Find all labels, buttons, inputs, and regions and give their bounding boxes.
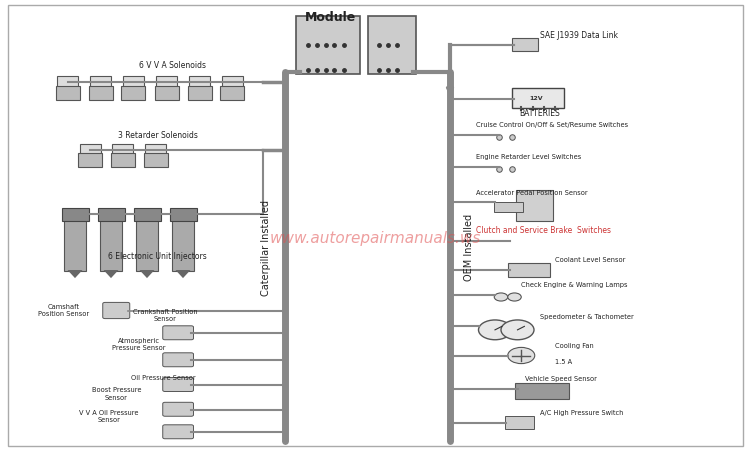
FancyBboxPatch shape	[64, 215, 86, 271]
Text: Cooling Fan: Cooling Fan	[555, 343, 594, 349]
FancyBboxPatch shape	[88, 86, 112, 100]
FancyBboxPatch shape	[163, 353, 194, 367]
FancyBboxPatch shape	[508, 263, 550, 277]
FancyBboxPatch shape	[222, 76, 243, 89]
FancyBboxPatch shape	[144, 153, 168, 166]
FancyBboxPatch shape	[122, 86, 146, 100]
Circle shape	[494, 293, 508, 301]
Text: Atmospheric
Pressure Sensor: Atmospheric Pressure Sensor	[112, 338, 166, 351]
Text: 3 Retarder Solenoids: 3 Retarder Solenoids	[118, 130, 197, 140]
FancyBboxPatch shape	[100, 215, 122, 271]
Text: www.autorepairmanuals.ws: www.autorepairmanuals.ws	[269, 231, 481, 246]
FancyBboxPatch shape	[172, 215, 194, 271]
Text: Check Engine & Warning Lamps: Check Engine & Warning Lamps	[521, 282, 628, 288]
FancyBboxPatch shape	[170, 208, 196, 221]
FancyBboxPatch shape	[146, 144, 166, 156]
FancyBboxPatch shape	[98, 208, 124, 221]
FancyBboxPatch shape	[90, 76, 111, 89]
Text: Camshaft
Position Sensor: Camshaft Position Sensor	[38, 304, 89, 317]
Polygon shape	[104, 270, 118, 278]
Polygon shape	[140, 270, 154, 278]
FancyBboxPatch shape	[163, 425, 194, 439]
FancyBboxPatch shape	[62, 208, 88, 221]
Circle shape	[508, 347, 535, 364]
Text: Caterpillar Installed: Caterpillar Installed	[261, 199, 272, 296]
FancyBboxPatch shape	[505, 416, 534, 429]
Text: Speedometer & Tachometer: Speedometer & Tachometer	[540, 314, 634, 320]
FancyBboxPatch shape	[163, 378, 194, 392]
FancyBboxPatch shape	[512, 88, 564, 108]
FancyBboxPatch shape	[111, 153, 135, 166]
FancyBboxPatch shape	[103, 302, 130, 319]
Text: Cruise Control On/Off & Set/Resume Switches: Cruise Control On/Off & Set/Resume Switc…	[476, 122, 628, 128]
FancyBboxPatch shape	[494, 202, 523, 212]
Polygon shape	[68, 270, 82, 278]
FancyBboxPatch shape	[515, 382, 568, 399]
FancyBboxPatch shape	[136, 215, 158, 271]
Text: Module: Module	[304, 11, 355, 24]
Text: A/C High Pressure Switch: A/C High Pressure Switch	[540, 410, 623, 416]
Text: OEM Installed: OEM Installed	[464, 214, 474, 281]
Text: 6 Electronic Unit Injectors: 6 Electronic Unit Injectors	[108, 252, 207, 261]
FancyBboxPatch shape	[154, 86, 178, 100]
Circle shape	[501, 320, 534, 340]
Text: Engine Retarder Level Switches: Engine Retarder Level Switches	[476, 154, 581, 160]
Text: Clutch and Service Brake  Switches: Clutch and Service Brake Switches	[476, 226, 611, 235]
FancyBboxPatch shape	[123, 76, 144, 89]
FancyBboxPatch shape	[516, 190, 553, 221]
FancyBboxPatch shape	[296, 16, 360, 74]
FancyBboxPatch shape	[134, 208, 160, 221]
Text: Coolant Level Sensor: Coolant Level Sensor	[555, 257, 626, 263]
Text: 6 V V A Solenoids: 6 V V A Solenoids	[139, 61, 206, 70]
FancyBboxPatch shape	[189, 76, 210, 89]
Text: SAE J1939 Data Link: SAE J1939 Data Link	[540, 32, 618, 40]
FancyBboxPatch shape	[80, 144, 100, 156]
Text: 12V: 12V	[530, 95, 543, 101]
Text: BATTERIES: BATTERIES	[520, 109, 560, 118]
FancyBboxPatch shape	[156, 76, 177, 89]
FancyBboxPatch shape	[368, 16, 416, 74]
FancyBboxPatch shape	[163, 326, 194, 340]
Text: V V A Oil Pressure
Sensor: V V A Oil Pressure Sensor	[79, 410, 139, 423]
FancyBboxPatch shape	[57, 76, 78, 89]
Text: Oil Pressure Sensor: Oil Pressure Sensor	[131, 375, 196, 381]
FancyBboxPatch shape	[512, 38, 538, 51]
FancyBboxPatch shape	[78, 153, 102, 166]
Text: Crankshaft Position
Sensor: Crankshaft Position Sensor	[133, 309, 197, 322]
Text: Vehicle Speed Sensor: Vehicle Speed Sensor	[525, 377, 597, 382]
FancyBboxPatch shape	[220, 86, 245, 100]
Text: Accelerator Pedal Position Sensor: Accelerator Pedal Position Sensor	[476, 190, 588, 196]
FancyBboxPatch shape	[56, 86, 80, 100]
FancyBboxPatch shape	[188, 86, 211, 100]
Text: Boost Pressure
Sensor: Boost Pressure Sensor	[92, 387, 141, 400]
Text: 1.5 A: 1.5 A	[555, 359, 572, 365]
FancyBboxPatch shape	[163, 402, 194, 416]
Circle shape	[508, 293, 521, 301]
Circle shape	[478, 320, 512, 340]
FancyBboxPatch shape	[112, 144, 134, 156]
Polygon shape	[176, 270, 190, 278]
